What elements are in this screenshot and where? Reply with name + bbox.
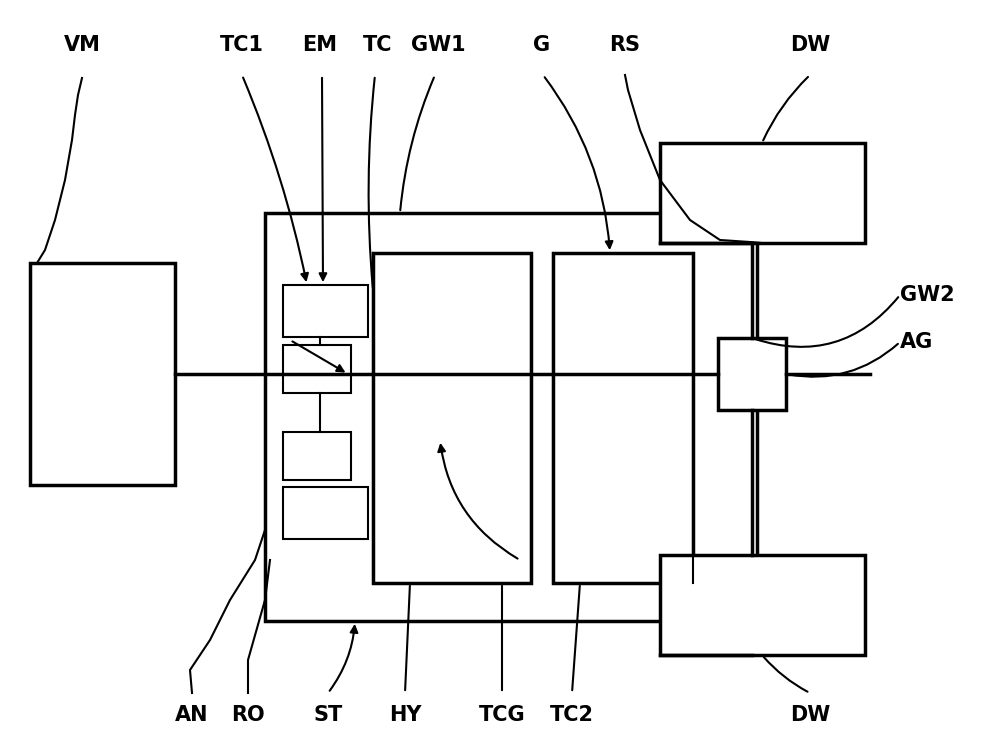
Text: HY: HY <box>389 705 421 725</box>
Text: AG: AG <box>900 332 933 352</box>
Bar <box>283 432 351 480</box>
Text: DW: DW <box>790 35 830 55</box>
Text: ST: ST <box>313 705 343 725</box>
Text: G: G <box>533 35 551 55</box>
Text: TC2: TC2 <box>550 705 594 725</box>
Text: TC: TC <box>363 35 393 55</box>
Text: GW1: GW1 <box>411 35 465 55</box>
Bar <box>283 487 368 539</box>
Text: TC1: TC1 <box>220 35 264 55</box>
Text: DW: DW <box>790 705 830 725</box>
Text: GW2: GW2 <box>900 285 955 305</box>
Text: VM: VM <box>64 35 100 55</box>
Bar <box>283 345 351 393</box>
Bar <box>660 143 865 243</box>
Text: EM: EM <box>302 35 338 55</box>
Bar <box>718 338 786 410</box>
Bar <box>553 253 693 583</box>
Text: RO: RO <box>231 705 265 725</box>
Text: RS: RS <box>610 35 640 55</box>
Bar <box>660 555 865 655</box>
Bar <box>30 263 175 485</box>
Bar <box>373 253 531 583</box>
Text: AN: AN <box>175 705 209 725</box>
Text: TCG: TCG <box>479 705 525 725</box>
Bar <box>265 213 757 621</box>
Bar <box>283 285 368 337</box>
